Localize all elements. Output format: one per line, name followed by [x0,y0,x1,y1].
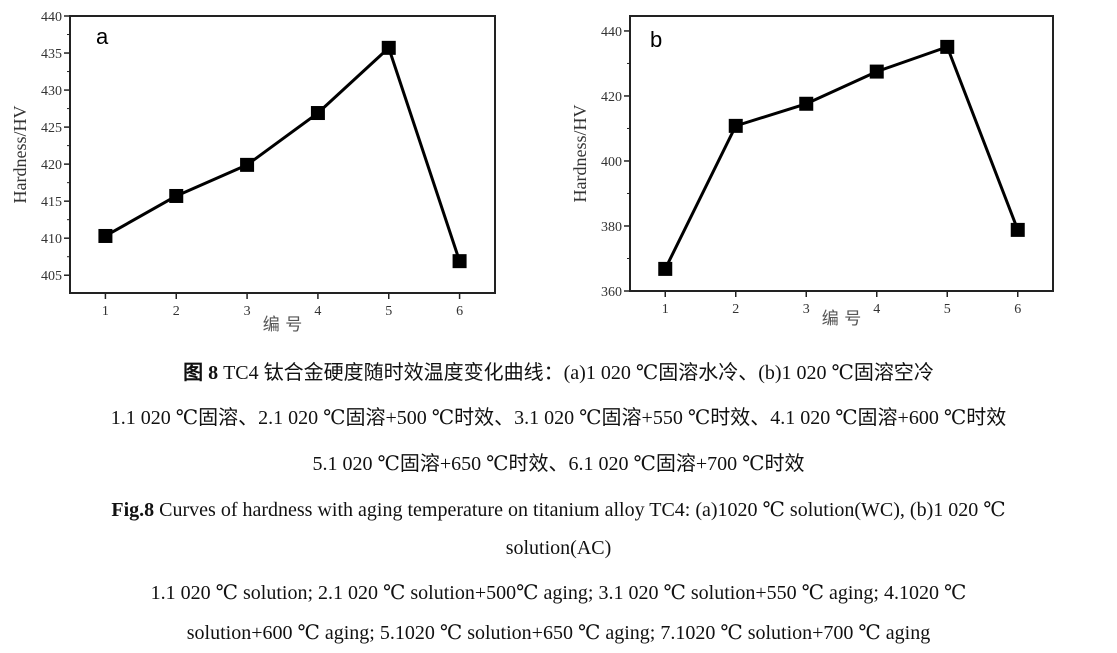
y-tick-label: 420 [601,90,622,105]
y-tick-label: 405 [41,269,62,284]
x-tick-label: 4 [314,304,321,319]
x-tick-label: 4 [873,302,880,317]
data-point [799,96,814,111]
x-tick-label: 1 [662,302,669,317]
x-tick-label: 2 [173,304,180,319]
series-line [104,46,462,262]
x-tick-label: 5 [385,304,392,319]
caption-cn-line3: 5.1 020 ℃固溶+650 ℃时效、6.1 020 ℃固溶+700 ℃时效 [312,453,805,475]
y-tick-label: 435 [41,47,62,62]
series-line [663,45,1020,270]
caption-cn-title-text: TC4 钛合金硬度随时效温度变化曲线：(a)1 020 ℃固溶水冷、(b)1 0… [218,362,934,384]
y-tick-label: 400 [601,155,622,170]
caption-en-line2: 1.1 020 ℃ solution; 2.1 020 ℃ solution+5… [150,582,967,604]
y-tick-label: 430 [41,84,62,99]
data-point [310,106,325,121]
caption-cn-prefix: 图 8 [183,362,219,384]
caption-en-title: Fig.8 Curves of hardness with aging temp… [0,498,1117,522]
x-tick-label: 6 [456,304,463,319]
data-point [98,228,113,243]
data-point [1010,222,1025,237]
y-tick-label: 420 [41,158,62,173]
panel-label: b [650,27,662,52]
caption-en-title-cont: solution(AC) [505,537,612,559]
data-point [381,40,396,55]
caption-en-line3: solution+600 ℃ aging; 5.1020 ℃ solution+… [186,622,931,644]
data-point [169,188,184,203]
y-tick-label: 440 [41,10,62,25]
data-point [452,254,467,269]
data-point [728,118,743,133]
y-tick-label: 425 [41,121,62,136]
caption-cn-title: 图 8 TC4 钛合金硬度随时效温度变化曲线：(a)1 020 ℃固溶水冷、(b… [0,361,1117,385]
caption-en-title-text: Curves of hardness with aging temperatur… [154,499,1006,521]
caption-en-prefix: Fig.8 [111,499,155,521]
chart-b: 360 380 400 420 440 1 2 3 4 5 6 Hardness/HV 编 号 b [570,15,1054,329]
x-tick-label: 5 [944,302,951,317]
x-axis-label: 编 号 [822,309,861,329]
y-axis-label: Hardness/HV [10,106,30,204]
caption-cn-line2: 1.1 020 ℃固溶、2.1 020 ℃固溶+500 ℃时效、3.1 020 … [110,407,1007,429]
x-tick-label: 1 [102,304,109,319]
data-point [869,64,884,79]
x-tick-label: 2 [732,302,739,317]
y-tick-label: 410 [41,232,62,247]
y-tick-label: 440 [601,25,622,40]
plot-frame [69,15,496,294]
y-axis-label: Hardness/HV [570,105,590,203]
y-tick-label: 415 [41,195,62,210]
data-point [658,261,673,276]
x-tick-label: 3 [803,302,810,317]
x-tick-label: 6 [1014,302,1021,317]
x-tick-label: 3 [244,304,251,319]
chart-a: 405 410 415 420 425 430 435 440 1 2 3 4 5 6 Hardness/H… [10,10,496,335]
data-point [240,157,255,172]
panel-label: a [96,24,109,49]
y-tick-label: 360 [601,285,622,300]
x-axis-label: 编 号 [263,315,302,335]
y-tick-label: 380 [601,220,622,235]
data-point [940,39,955,54]
plot-frame [629,15,1054,292]
